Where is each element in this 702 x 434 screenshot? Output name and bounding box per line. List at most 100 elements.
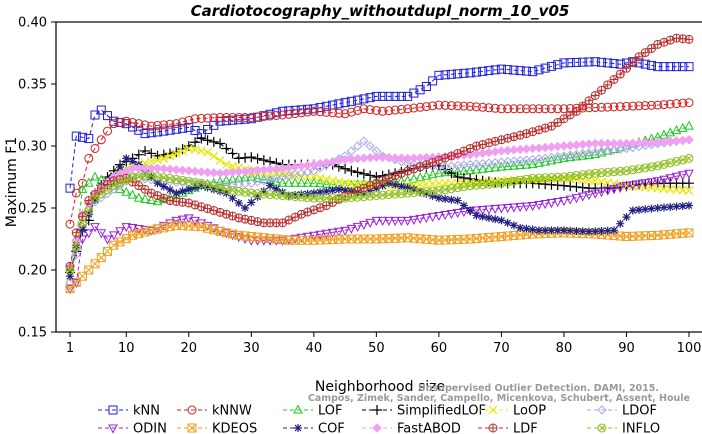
data-point (659, 203, 668, 212)
data-point (578, 101, 588, 111)
data-point (127, 163, 138, 174)
data-point (71, 278, 82, 288)
data-point (71, 241, 81, 251)
data-point (371, 191, 381, 201)
data-point (421, 170, 432, 180)
data-point (234, 112, 244, 122)
data-point (559, 197, 569, 207)
data-point (603, 102, 613, 112)
data-point (346, 96, 356, 106)
data-point (440, 167, 450, 177)
data-point (203, 113, 213, 123)
legend-item-ODIN: ODIN (98, 422, 167, 434)
data-point (534, 125, 544, 135)
data-point (391, 180, 400, 189)
data-point (296, 192, 306, 202)
data-point (309, 189, 318, 198)
data-point (365, 170, 376, 181)
data-point (134, 125, 144, 135)
data-point (346, 165, 357, 176)
data-point (509, 176, 519, 186)
data-point (546, 199, 557, 209)
series-line (69, 147, 690, 277)
data-point (527, 202, 538, 212)
data-point (572, 226, 581, 235)
legend-item-LDOF: LDOF (587, 404, 657, 419)
data-point (121, 186, 132, 196)
data-point (96, 105, 106, 115)
data-point (490, 177, 501, 188)
x-tick-label: 20 (181, 341, 198, 356)
data-point (615, 69, 625, 79)
legend-label: FastABOD (397, 422, 461, 434)
data-point (422, 189, 431, 198)
data-point (409, 173, 419, 183)
x-tick-label: 10 (118, 341, 135, 356)
data-point (396, 189, 406, 199)
data-point (146, 121, 156, 131)
data-point (603, 138, 613, 149)
legend-marker (488, 423, 498, 433)
data-point (371, 105, 381, 115)
data-point (647, 204, 656, 213)
series-LDF (65, 33, 694, 271)
data-point (133, 149, 144, 160)
data-point (590, 138, 600, 149)
data-point (541, 226, 550, 235)
data-point (83, 229, 94, 239)
data-point (384, 179, 393, 188)
data-point (434, 194, 443, 203)
data-point (184, 122, 194, 132)
data-point (378, 106, 388, 116)
data-point (190, 126, 200, 135)
data-point (516, 223, 525, 232)
y-tick-label: 0.20 (18, 264, 47, 279)
legend-marker (488, 405, 498, 415)
data-point (534, 173, 544, 183)
data-point (116, 163, 125, 172)
data-point (596, 102, 606, 112)
data-point (346, 193, 356, 203)
data-point (571, 194, 582, 204)
data-point (609, 74, 619, 84)
data-point (390, 189, 400, 199)
data-point (603, 167, 613, 177)
data-point (165, 119, 175, 129)
data-point (428, 186, 438, 196)
data-point (228, 112, 238, 122)
data-point (471, 206, 482, 216)
data-point (328, 186, 337, 195)
data-point (472, 211, 481, 220)
data-point (297, 190, 306, 199)
data-point (552, 198, 563, 208)
data-point (534, 157, 544, 167)
data-point (584, 227, 593, 236)
data-point (434, 100, 444, 110)
data-point (396, 104, 406, 114)
data-point (478, 102, 488, 112)
data-point (315, 163, 325, 173)
data-point (684, 178, 694, 189)
data-point (603, 80, 613, 90)
data-point (621, 101, 631, 111)
data-point (640, 179, 651, 189)
data-point (340, 193, 350, 203)
data-point (284, 215, 294, 225)
data-point (502, 161, 513, 171)
plot-area (65, 33, 694, 295)
data-point (515, 66, 525, 76)
data-point (178, 146, 187, 156)
data-point (65, 285, 75, 295)
data-point (240, 152, 251, 163)
y-tick-label: 0.30 (18, 140, 47, 155)
data-point (96, 189, 106, 199)
legend-label: COF (318, 422, 345, 434)
data-point (227, 148, 238, 159)
data-point (609, 226, 618, 235)
data-point (346, 107, 356, 117)
data-point (71, 235, 81, 245)
data-point (121, 119, 131, 129)
data-point (290, 177, 300, 187)
data-point (446, 69, 456, 79)
legend-item-LoOP: LoOP (478, 404, 546, 419)
